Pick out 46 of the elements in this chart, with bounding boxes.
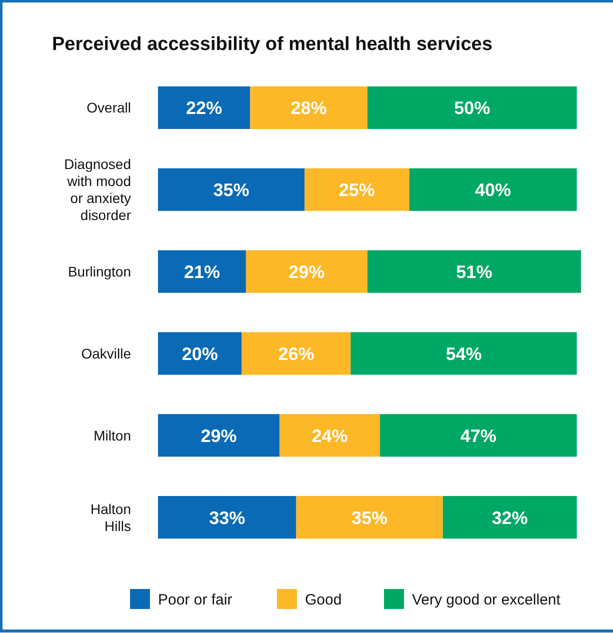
legend-label: Good (305, 591, 342, 608)
y-tick-label: Halton Hills (90, 500, 131, 534)
bar (158, 168, 305, 211)
data-label: 51% (456, 262, 492, 282)
bar (409, 168, 577, 211)
data-label: 20% (182, 344, 218, 364)
data-label: 28% (290, 98, 327, 118)
y-tick-label: Burlington (68, 264, 131, 280)
data-label: 29% (288, 262, 325, 282)
bar (158, 414, 280, 457)
data-label: 21% (184, 262, 220, 282)
bar (158, 496, 296, 539)
bar (250, 86, 368, 129)
bar (442, 496, 577, 539)
bar (158, 86, 250, 129)
bar (296, 496, 443, 539)
bar (246, 250, 368, 293)
data-label: 29% (200, 426, 237, 446)
bar (367, 250, 581, 293)
y-tick-label: Diagnosed with mood or anxiety disorder (64, 156, 132, 224)
data-label: 24% (312, 426, 348, 446)
data-label: 32% (492, 508, 528, 528)
data-label: 50% (454, 98, 490, 118)
data-label: 35% (213, 180, 250, 200)
data-label: 25% (338, 180, 375, 200)
y-tick-label: Milton (94, 427, 131, 444)
y-tick-label: Overall (86, 100, 131, 116)
bar (380, 414, 577, 457)
bar (304, 168, 410, 211)
bar (350, 332, 577, 375)
y-tick-label: Oakville (81, 346, 132, 362)
bar (158, 250, 246, 293)
data-label: 47% (460, 426, 496, 446)
legend-label: Very good or excellent (412, 591, 562, 608)
data-label: 35% (351, 508, 388, 528)
data-label: 54% (446, 344, 482, 364)
data-label: 22% (186, 98, 222, 118)
data-label: 40% (475, 180, 512, 200)
legend-label: Poor or fair (158, 591, 232, 608)
data-label: 33% (209, 508, 246, 528)
chart-title: Perceived accessibility of mental health services (52, 34, 492, 55)
bar (279, 414, 380, 457)
bar (242, 332, 351, 375)
bar (158, 332, 242, 375)
data-label: 26% (278, 344, 314, 364)
bar (367, 86, 577, 129)
